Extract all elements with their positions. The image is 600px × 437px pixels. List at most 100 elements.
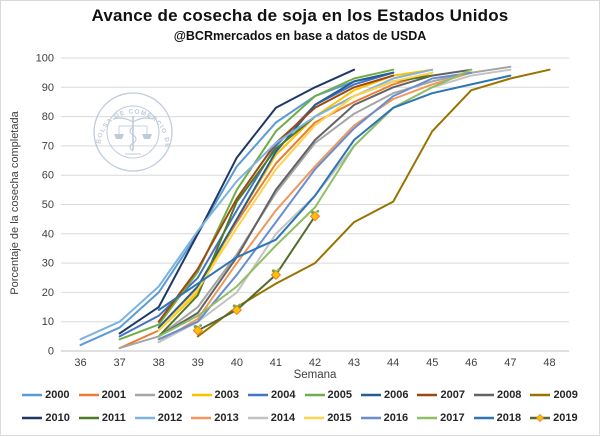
legend-item-2016: 2016 <box>360 412 409 424</box>
legend-label: 2008 <box>496 389 522 401</box>
series-line-2019 <box>196 215 316 332</box>
x-tick-label: 36 <box>74 357 86 369</box>
series-line-2012 <box>79 68 434 341</box>
y-tick-label: 10 <box>42 316 54 328</box>
chart-subtitle: @BCRmercados en base a datos de USDA <box>173 29 427 43</box>
series-line-2017 <box>157 68 473 338</box>
legend-swatch-icon <box>22 393 43 397</box>
legend-item-2014: 2014 <box>247 412 296 424</box>
y-tick-label: 80 <box>42 111 54 123</box>
legend-swatch-icon <box>134 416 155 420</box>
x-tick-label: 47 <box>504 357 516 369</box>
legend-swatch-icon <box>473 393 494 397</box>
legend-item-2009: 2009 <box>530 389 578 401</box>
legend-item-2006: 2006 <box>360 389 409 401</box>
legend-swatch-icon <box>530 393 551 397</box>
legend-item-2000: 2000 <box>22 389 70 401</box>
series-line-2009 <box>196 68 551 338</box>
legend-item-2002: 2002 <box>135 389 183 401</box>
legend-label: 2000 <box>45 389 70 401</box>
y-axis-title: Porcentaje de la cosecha completada <box>9 111 21 295</box>
legend-item-2005: 2005 <box>304 389 352 401</box>
x-tick-label: 46 <box>465 357 477 369</box>
legend-swatch-icon <box>78 393 99 397</box>
y-tick-label: 0 <box>48 346 54 358</box>
legend-swatch-icon <box>304 416 325 420</box>
legend-item-2011: 2011 <box>78 412 126 424</box>
x-tick-label: 39 <box>192 357 204 369</box>
legend-label: 2007 <box>440 389 465 401</box>
legend-item-2013: 2013 <box>191 412 239 424</box>
legend-label: 2012 <box>157 412 183 424</box>
legend-item-2001: 2001 <box>78 389 126 401</box>
seal-ring-text: BOLSA DE COMERCIO DE ROSARIO <box>1 1 171 149</box>
legend-item-2019: 2019 <box>530 412 578 424</box>
series-line-2018 <box>157 74 512 311</box>
legend-item-2008: 2008 <box>473 389 522 401</box>
series-line-2002 <box>118 65 512 350</box>
legend-swatch-icon <box>304 393 325 397</box>
legend-item-2004: 2004 <box>248 389 296 401</box>
x-tick-label: 40 <box>231 357 243 369</box>
legend-swatch-icon <box>360 416 381 420</box>
series-line-2013 <box>157 71 473 344</box>
legend-swatch-icon <box>22 416 43 420</box>
legend-label: 2005 <box>327 389 352 401</box>
diamond-marker-icon <box>192 324 203 336</box>
seal-inner-ring-icon <box>106 105 160 159</box>
legend-swatch-icon <box>530 413 551 423</box>
legend-swatch-icon <box>417 416 438 420</box>
legend-label: 2010 <box>45 412 70 424</box>
diamond-marker-icon <box>270 268 282 281</box>
y-tick-label: 40 <box>42 228 54 240</box>
x-tick-label: 45 <box>426 357 438 369</box>
legend-label: 2013 <box>214 412 239 424</box>
legend-label: 2004 <box>271 389 296 401</box>
legend-item-2010: 2010 <box>22 412 70 424</box>
legend-item-2003: 2003 <box>191 389 240 401</box>
legend-label: 2003 <box>214 389 240 401</box>
x-tick-label: 44 <box>387 357 399 369</box>
x-tick-label: 42 <box>309 357 321 369</box>
legend-swatch-icon <box>135 393 156 397</box>
legend-swatch-icon <box>191 416 212 420</box>
legend-item-2018: 2018 <box>473 412 522 424</box>
legend-swatch-icon <box>473 416 494 420</box>
legend-item-2015: 2015 <box>304 412 352 424</box>
legend-label: 2006 <box>383 389 409 401</box>
x-tick-label: 43 <box>348 357 360 369</box>
legend-swatch-icon <box>417 393 438 397</box>
x-tick-label: 41 <box>270 357 282 369</box>
legend-label: 2002 <box>158 389 183 401</box>
legend-label: 2019 <box>553 412 578 424</box>
y-tick-label: 50 <box>42 199 54 211</box>
y-tick-label: 100 <box>36 53 54 65</box>
legend-label: 2014 <box>270 412 296 424</box>
series-line-2005 <box>118 68 395 341</box>
y-tick-label: 30 <box>42 258 54 270</box>
legend-swatch-icon <box>248 393 269 397</box>
seal-outer-ring-icon <box>93 92 173 172</box>
legend-item-2007: 2007 <box>417 389 465 401</box>
series-line-2008 <box>157 68 473 338</box>
y-tick-label: 70 <box>42 140 54 152</box>
legend-swatch-icon <box>78 416 99 420</box>
series-line-2004 <box>118 71 395 338</box>
diamond-marker-icon <box>309 209 321 222</box>
legend-label: 2016 <box>383 412 409 424</box>
x-axis-title: Semana <box>293 369 337 381</box>
series-line-2014 <box>157 68 512 344</box>
legend-row-1: 2000 2001 2002 2003 2004 2005 2006 2007 2008 2009 <box>1 389 599 401</box>
diamond-marker-icon <box>536 413 545 423</box>
legend-item-2017: 2017 <box>417 412 465 424</box>
y-tick-label: 60 <box>42 170 54 182</box>
caduceus-icon <box>112 116 154 152</box>
legend-label: 2017 <box>440 412 465 424</box>
legend-item-2012: 2012 <box>134 412 183 424</box>
series-line-2006 <box>157 71 395 329</box>
legend-row-2: 2010 2011 2012 2013 2014 2015 2016 2017 2018 2019 <box>1 412 599 424</box>
series-line-2000 <box>79 71 395 347</box>
legend-label: 2018 <box>496 412 522 424</box>
legend-label: 2011 <box>101 412 126 424</box>
